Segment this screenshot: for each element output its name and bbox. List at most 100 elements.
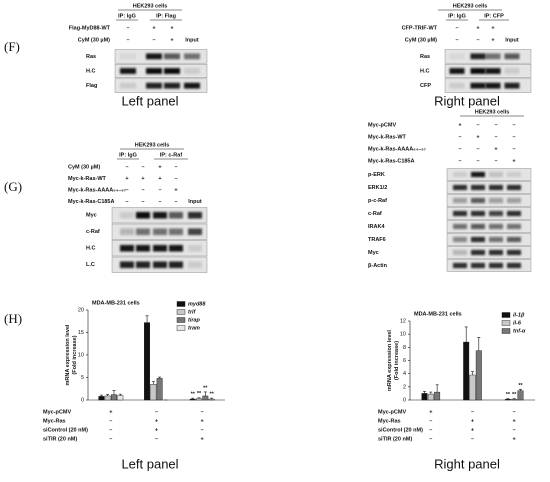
condition-sign: –: [455, 25, 458, 31]
blot-label: Ras: [86, 54, 96, 60]
blot-band: [188, 244, 202, 252]
bar: [463, 341, 470, 401]
condition-sign: –: [158, 199, 161, 205]
condition-sign: +: [201, 436, 204, 442]
blot-label: c-Raf: [368, 211, 382, 217]
error-bar: [435, 384, 439, 393]
blot-band: [471, 223, 485, 230]
bar: [98, 396, 105, 401]
blot-label: L.C: [86, 262, 95, 268]
blot-band: [489, 184, 503, 191]
condition-sign: –: [126, 25, 129, 31]
blot-band: [489, 210, 503, 217]
y-tick-label: 2: [403, 384, 406, 390]
blot-band: [146, 82, 162, 89]
blot-band: [489, 236, 503, 243]
blot-band: [169, 228, 183, 236]
input-label: Input: [505, 37, 519, 43]
condition-sign: –: [109, 436, 112, 442]
condition-sign: –: [429, 436, 432, 442]
error-bar: [518, 389, 522, 391]
blot-band: [507, 262, 521, 269]
y-axis-label: mRNA expression level(Fold increase): [387, 330, 400, 391]
blot-label: H.C: [86, 68, 96, 74]
error-bar: [471, 371, 474, 375]
error-bar: [429, 391, 433, 395]
condition-label: Myc-k-Ras-C185A: [368, 158, 414, 164]
condition-label: CyM (30 µM): [78, 37, 110, 43]
blot-label: p-ERK: [368, 172, 385, 178]
condition-sign: –: [476, 37, 479, 43]
panel-label: (G): [4, 179, 22, 194]
condition-label: Myc-pCMV: [43, 409, 71, 415]
bar: [427, 393, 434, 401]
legend-swatch: [501, 328, 511, 334]
condition-label: Myc-pCMV: [368, 122, 396, 128]
blot-band: [489, 223, 503, 230]
y-tick-label: 4: [403, 371, 406, 377]
blot-band: [120, 228, 134, 236]
legend-swatch: [501, 320, 511, 326]
caption: Right panel: [434, 456, 500, 471]
blot-band: [471, 210, 485, 217]
blot-band: [184, 82, 200, 89]
blot-band: [136, 228, 150, 236]
cell-line: HEK293 cells: [475, 109, 510, 115]
chart-title: MDA-MB-231 cells: [414, 311, 462, 317]
condition-sign: –: [471, 409, 474, 415]
blot-band: [120, 68, 136, 74]
chart-title: MDA-MB-231 cells: [92, 300, 140, 306]
condition-sign: +: [155, 427, 158, 433]
blot-band: [120, 211, 134, 219]
legend-swatch: [501, 312, 511, 318]
condition-label: Myc-Ras: [378, 418, 401, 424]
condition-sign: –: [109, 427, 112, 433]
blot-label: p-c-Raf: [368, 198, 387, 204]
blot-band: [507, 249, 521, 256]
bar: [144, 322, 151, 401]
blot-band: [470, 82, 486, 89]
condition-label: Flag-MyD88-WT: [69, 25, 111, 31]
blot-band: [120, 82, 136, 89]
condition-sign: –: [512, 134, 515, 140]
bar: [117, 395, 124, 401]
condition-sign: –: [476, 146, 479, 152]
legend-swatch: [176, 325, 186, 331]
condition-sign: +: [109, 409, 112, 415]
bar: [517, 390, 524, 401]
condition-sign: –: [494, 122, 497, 128]
blot-band: [164, 68, 180, 74]
condition-label: Myc-k-Ras-C185A: [68, 199, 114, 205]
blot-label: Myc: [368, 250, 379, 256]
blot-band: [485, 68, 501, 74]
significance: **: [191, 392, 196, 398]
blot-band: [453, 262, 467, 269]
condition-sign: +: [458, 122, 461, 128]
blot-band: [470, 53, 486, 60]
condition-sign: –: [174, 176, 177, 182]
blot-band: [153, 211, 167, 219]
condition-sign: –: [471, 436, 474, 442]
blot-band: [453, 210, 467, 217]
condition-sign: –: [201, 427, 204, 433]
legend-label: trif: [188, 309, 197, 315]
condition-sign: –: [476, 158, 479, 164]
condition-label: siTIR (20 nM): [43, 436, 77, 442]
condition-sign: –: [512, 122, 515, 128]
blot-band: [120, 261, 134, 269]
y-tick-label: 8: [403, 345, 406, 351]
blot-band: [136, 244, 150, 252]
error-bar: [197, 397, 201, 399]
ip-label: IP: c-Raf: [160, 152, 182, 158]
blot-label: ERK1/2: [368, 185, 387, 191]
blot-band: [485, 82, 501, 89]
y-tick-label: 10: [78, 352, 84, 358]
bar: [111, 394, 117, 401]
blot-band: [485, 53, 501, 60]
condition-label: siControl (20 nM): [43, 427, 88, 433]
blot-band: [153, 244, 167, 252]
y-axis-label: mRNA expression level(Fold increase): [65, 324, 78, 385]
panel-label: (H): [4, 311, 22, 326]
blot-band: [504, 53, 520, 60]
condition-sign: +: [170, 25, 173, 31]
